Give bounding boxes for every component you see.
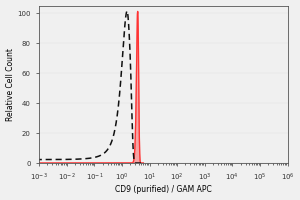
X-axis label: CD9 (purified) / GAM APC: CD9 (purified) / GAM APC: [115, 185, 212, 194]
Y-axis label: Relative Cell Count: Relative Cell Count: [6, 48, 15, 121]
